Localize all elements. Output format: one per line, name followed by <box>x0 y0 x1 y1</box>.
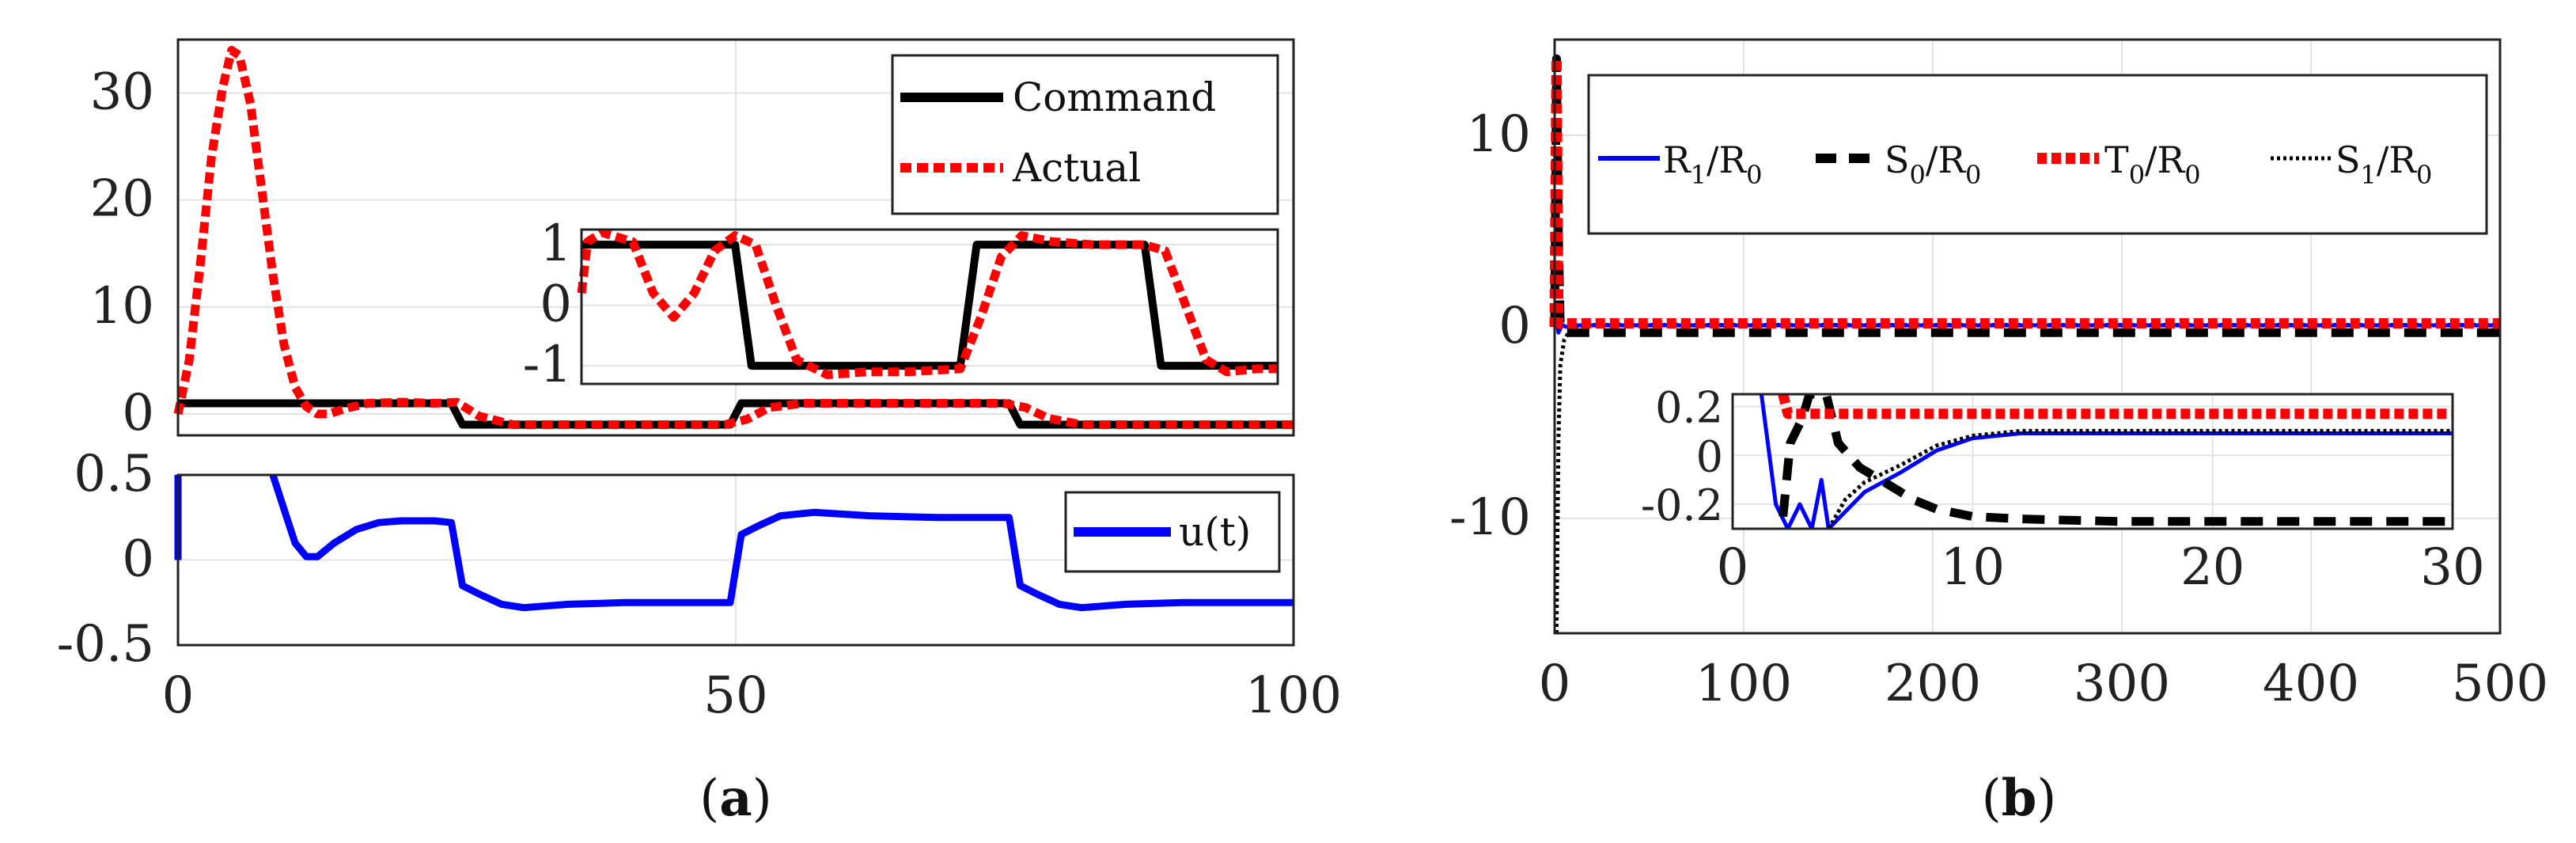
b-xtick-0: 0 <box>1539 655 1571 713</box>
a-inset-ytick-2: -1 <box>523 336 572 394</box>
a-bot-xtick-0: 0 <box>162 666 195 725</box>
a-bot-xtick-1: 50 <box>703 666 767 725</box>
legend-t0-label: T0/R0 <box>2104 139 2201 190</box>
legend-s0-label: S0/R0 <box>1885 139 1981 190</box>
b-inset-xtick-0: 0 <box>1717 538 1749 597</box>
panel-b-caption: (b) <box>1982 769 2057 828</box>
a-inset-ytick-1: 0 <box>540 275 572 334</box>
legend-r1-label: R1/R0 <box>1663 139 1763 190</box>
b-xtick-3: 300 <box>2074 655 2170 713</box>
b-xtick-4: 400 <box>2263 655 2359 713</box>
panel-a-top-frame <box>176 38 1295 437</box>
inset-series-t0-r0 <box>1778 394 2453 420</box>
b-inset-xtick-1: 10 <box>1941 538 2005 597</box>
b-xtick-1: 100 <box>1695 655 1792 713</box>
series-t0-r0 <box>1549 53 2500 328</box>
series-actual <box>173 46 1294 429</box>
panel-b-frame <box>1553 38 2502 635</box>
series-s0-r0 <box>1550 54 2500 337</box>
b-ytick-2: -10 <box>1449 488 1531 547</box>
a-top-ytick-1: 10 <box>90 277 154 336</box>
b-ytick-0: 10 <box>1467 105 1531 164</box>
inset-series-actual <box>577 228 1278 379</box>
b-inset-xtick-2: 20 <box>2180 538 2245 597</box>
b-inset-ytick-2: -0.2 <box>1641 480 1723 530</box>
legend-actual-label: Actual <box>1012 145 1141 191</box>
panel-b-chart: 100-10 0 100 200 300 400 500 R1/R0 S0/R0 T0/R… <box>1449 38 2548 713</box>
legend-u-label: u(t) <box>1179 509 1251 555</box>
b-inset-ytick-1: 0 <box>1696 431 1723 481</box>
b-ytick-1: 0 <box>1498 297 1531 355</box>
legend-command-label: Command <box>1013 74 1216 120</box>
panel-a-bottom-chart: 0.50-0.5 0 50 100 u(t) <box>57 445 1342 725</box>
b-inset-ytick-0: 0.2 <box>1655 382 1723 432</box>
inset-series-s1-r0 <box>1827 428 2453 529</box>
inset-series-command <box>581 241 1278 370</box>
a-top-ytick-2: 20 <box>90 170 154 229</box>
series-command <box>178 399 1294 429</box>
panel-a-bottom-frame <box>176 473 1295 647</box>
a-bot-ytick-0: 0.5 <box>74 445 154 503</box>
legend-s1-label: S1/R0 <box>2335 139 2432 190</box>
panel-a-bottom-legend: u(t) <box>1064 491 1281 573</box>
b-xtick-2: 200 <box>1885 655 1981 713</box>
inset-series-r1-r0 <box>1759 394 2453 529</box>
a-top-ytick-0: 0 <box>122 384 154 442</box>
a-bot-xtick-2: 100 <box>1245 666 1342 725</box>
panel-a-top-inset: 10-1 <box>523 215 1279 394</box>
a-bot-ytick-2: -0.5 <box>57 615 154 674</box>
panel-b-legend: R1/R0 S0/R0 T0/R0 S1/R0 <box>1587 74 2488 235</box>
panel-a-caption: (a) <box>699 769 771 828</box>
a-bot-ytick-1: 0 <box>122 530 154 589</box>
series-u <box>269 473 1294 612</box>
b-xtick-5: 500 <box>2452 655 2548 713</box>
a-top-ytick-3: 30 <box>90 63 154 122</box>
inset-series-s0-r0 <box>1779 394 2453 526</box>
a-inset-ytick-0: 1 <box>540 215 572 273</box>
panel-a-top-legend: Command Actual <box>891 54 1279 215</box>
b-inset-xtick-3: 30 <box>2420 538 2484 597</box>
panel-b-inset: 0.20-0.2 0 10 20 30 <box>1641 382 2485 597</box>
